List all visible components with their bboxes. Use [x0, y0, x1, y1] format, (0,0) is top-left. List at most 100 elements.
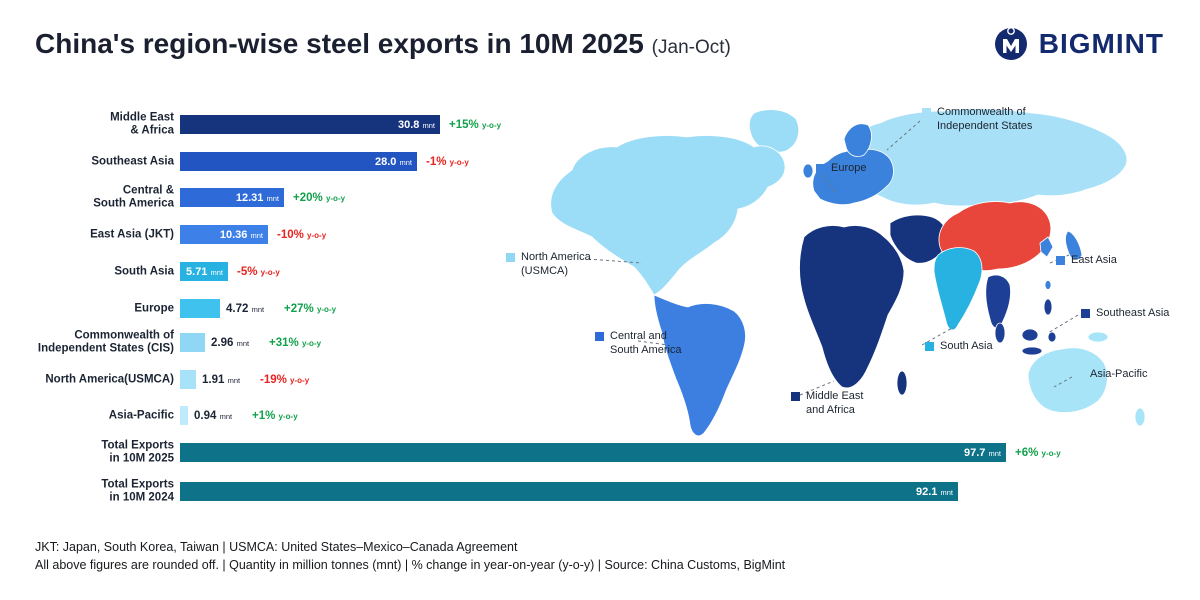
bar-change: +27% y-o-y: [284, 302, 337, 315]
bar-value: 1.91 mnt: [202, 373, 241, 386]
legend-swatch: [1075, 370, 1084, 379]
map-label-text: Commonwealth of Independent States: [937, 106, 1033, 132]
map-label-text: Central and South America: [610, 330, 682, 356]
bar-region: [180, 406, 188, 425]
bar-category-label: Total Exports in 10M 2025: [101, 439, 174, 465]
map-region-uk: [802, 163, 814, 179]
legend-swatch: [922, 108, 931, 117]
bar-category-label: Commonwealth of Independent States (CIS): [37, 329, 174, 355]
legend-swatch: [816, 164, 825, 173]
map-region-madagascar: [896, 370, 908, 396]
bar-change: -1% y-o-y: [426, 155, 469, 168]
bar-category-label: North America(USMCA): [45, 372, 174, 385]
bar-change: +1% y-o-y: [252, 409, 298, 422]
map-region-scandinavia: [843, 123, 872, 157]
map-region-korea: [1039, 236, 1054, 258]
legend-swatch: [791, 392, 800, 401]
title-text: China's region-wise steel exports in 10M…: [35, 28, 644, 59]
map-label-text: Southeast Asia: [1096, 307, 1170, 319]
bar-change: +15% y-o-y: [449, 118, 502, 131]
map-region-philippines: [1043, 298, 1053, 316]
bar-total: 92.1 mnt: [180, 482, 958, 501]
map-region-borneo: [1021, 328, 1039, 342]
bar-value: 0.94 mnt: [194, 409, 233, 422]
bar-value: 4.72 mnt: [226, 302, 265, 315]
bar-change: -5% y-o-y: [237, 265, 280, 278]
map-label-europe: Europe: [816, 162, 866, 176]
bar-region: 28.0 mnt: [180, 152, 417, 171]
world-map-svg: [550, 108, 1146, 437]
legend-swatch: [595, 332, 604, 341]
page-title: China's region-wise steel exports in 10M…: [35, 28, 731, 60]
map-region-greenland: [748, 109, 800, 153]
bar-category-label: Southeast Asia: [91, 154, 174, 167]
bar-value: 28.0 mnt: [375, 155, 412, 168]
map-label-text: Asia-Pacific: [1090, 368, 1148, 380]
bar-change: +31% y-o-y: [269, 336, 322, 349]
map-region-north-america: [550, 135, 786, 296]
map-region-europe: [812, 149, 894, 206]
bar-value: 92.1 mnt: [916, 485, 953, 498]
bar-total: 97.7 mnt: [180, 443, 1006, 462]
brand-name: BIGMINT: [1038, 28, 1164, 59]
map-region-japan: [1064, 230, 1083, 261]
bar-value: 12.31 mnt: [235, 191, 279, 204]
bar-region: 30.8 mnt: [180, 115, 440, 134]
map-label-text: Europe: [831, 162, 867, 174]
map-region-africa: [799, 225, 905, 389]
bar-value: 30.8 mnt: [398, 118, 435, 131]
bar-region: [180, 370, 196, 389]
bar-category-label: East Asia (JKT): [90, 227, 174, 240]
bar-category-label: Asia-Pacific: [108, 408, 174, 421]
world-map: [492, 95, 1200, 447]
bar-change: -10% y-o-y: [277, 228, 327, 241]
bar-category-label: Middle East & Africa: [110, 111, 174, 137]
bar-category-label: Europe: [134, 301, 174, 314]
map-region-australia: [1027, 347, 1108, 413]
map-label-text: North America (USMCA): [521, 251, 591, 277]
map-region-new-zealand: [1134, 407, 1146, 427]
bar-change: +20% y-o-y: [293, 191, 346, 204]
bar-region: [180, 333, 205, 352]
bar-category-label: South Asia: [114, 264, 174, 277]
map-label-east-asia: East Asia: [1056, 254, 1117, 268]
bar-change: +6% y-o-y: [1015, 446, 1061, 459]
map-label-central-south-america: Central and South America: [595, 330, 682, 357]
map-region-central-south-america: [653, 294, 746, 437]
legend-swatch: [1056, 256, 1065, 265]
footnote-line1: JKT: Japan, South Korea, Taiwan | USMCA:…: [35, 540, 518, 554]
map-label-south-asia: South Asia: [925, 340, 993, 354]
bar-value: 2.96 mnt: [211, 336, 250, 349]
map-label-text: Middle East and Africa: [806, 390, 864, 416]
map-region-new-guinea: [1087, 331, 1109, 343]
bar-category-label: Total Exports in 10M 2024: [101, 478, 174, 504]
footnote-line2: All above figures are rounded off. | Qua…: [35, 557, 786, 572]
bar-value: 97.7 mnt: [964, 446, 1001, 459]
bigmint-logo: BIGMINT: [991, 24, 1164, 64]
map-region-indochina: [985, 274, 1011, 329]
map-label-north-america: North America (USMCA): [506, 251, 591, 278]
bar-value: 10.36 mnt: [219, 228, 263, 241]
title-subtitle: (Jan-Oct): [651, 37, 731, 58]
map-region-south-asia: [933, 247, 983, 331]
legend-swatch: [506, 253, 515, 262]
map-region-sumatra: [994, 322, 1006, 344]
bigmint-logo-icon: [994, 27, 1027, 60]
map-label-cis: Commonwealth of Independent States: [922, 106, 1032, 133]
legend-swatch: [925, 342, 934, 351]
map-label-text: East Asia: [1071, 254, 1117, 266]
map-region-cis: [851, 108, 1128, 207]
bar-change: -19% y-o-y: [260, 373, 310, 386]
bar-region: 12.31 mnt: [180, 188, 284, 207]
map-label-asia-pacific: Asia-Pacific: [1075, 368, 1147, 382]
map-region-taiwan: [1044, 280, 1052, 290]
map-label-southeast-asia: Southeast Asia: [1081, 307, 1169, 321]
bar-category-label: Central & South America: [93, 184, 174, 210]
bar-region: 5.71 mnt: [180, 262, 228, 281]
bar-region: 10.36 mnt: [180, 225, 268, 244]
map-region-java: [1021, 346, 1043, 356]
map-label-middle-east-africa: Middle East and Africa: [791, 390, 863, 417]
footnotes: JKT: Japan, South Korea, Taiwan | USMCA:…: [35, 539, 785, 574]
map-label-text: South Asia: [940, 340, 993, 352]
